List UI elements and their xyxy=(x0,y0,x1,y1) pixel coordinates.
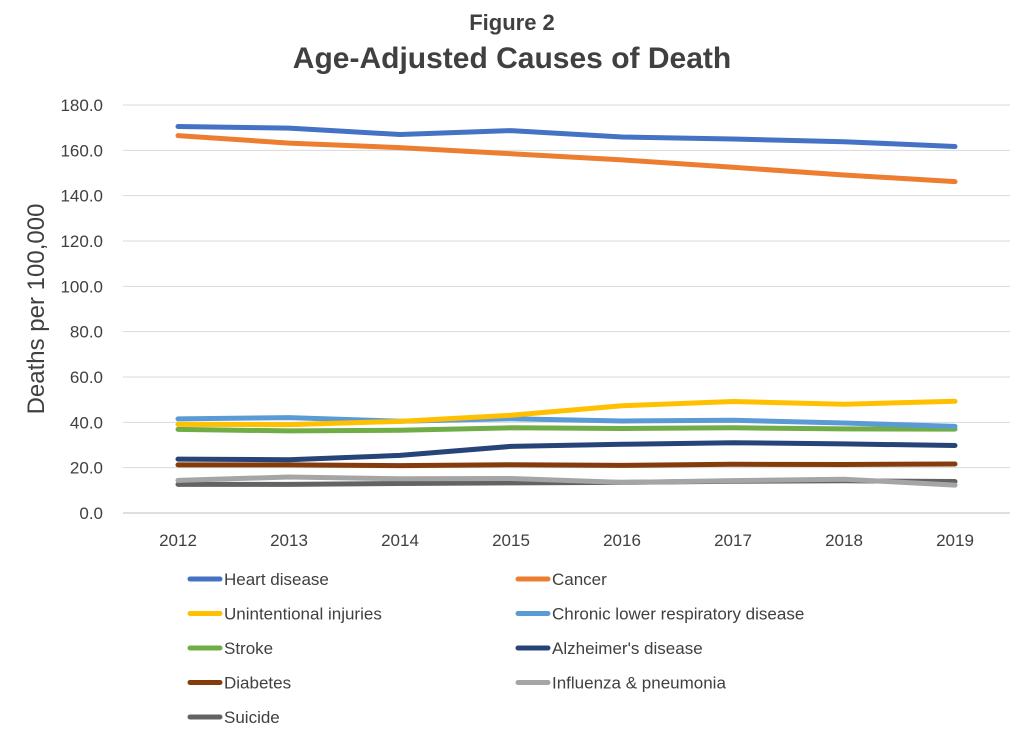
y-tick-label: 120.0 xyxy=(60,232,103,251)
series-line-influenza-pneumonia xyxy=(175,474,958,488)
legend: Heart disease Cancer Unintentional injurie… xyxy=(187,570,804,727)
x-tick-label: 2012 xyxy=(159,531,197,550)
legend-label-cancer: Cancer xyxy=(552,570,607,589)
legend-label-unintentional-injuries: Unintentional injuries xyxy=(224,605,382,624)
x-axis-ticks: 2012 2013 2014 2015 2016 2017 2018 2019 xyxy=(159,531,974,550)
x-tick-label: 2015 xyxy=(492,531,530,550)
legend-label-suicide: Suicide xyxy=(224,708,280,727)
y-tick-label: 20.0 xyxy=(70,459,103,478)
y-tick-label: 160.0 xyxy=(60,141,103,160)
y-tick-label: 0.0 xyxy=(79,504,103,523)
x-tick-label: 2014 xyxy=(381,531,419,550)
legend-label-diabetes: Diabetes xyxy=(224,674,291,693)
figure-label: Figure 2 xyxy=(469,10,555,35)
legend-label-influenza-pneumonia: Influenza & pneumonia xyxy=(552,674,726,693)
x-tick-label: 2017 xyxy=(714,531,752,550)
legend-label-heart-disease: Heart disease xyxy=(224,570,329,589)
series-line-diabetes xyxy=(175,461,958,469)
series-lines xyxy=(175,124,958,488)
series-line-cancer xyxy=(175,133,958,185)
y-tick-label: 40.0 xyxy=(70,413,103,432)
x-tick-label: 2013 xyxy=(270,531,308,550)
y-tick-label: 140.0 xyxy=(60,187,103,206)
chart-title: Age-Adjusted Causes of Death xyxy=(292,42,732,75)
y-axis-ticks: 0.0 20.0 40.0 60.0 80.0 100.0 120.0 140.0 160.0 1… xyxy=(60,96,103,523)
y-tick-label: 60.0 xyxy=(70,368,103,387)
y-tick-label: 80.0 xyxy=(70,323,103,342)
series-line-unintentional-injuries xyxy=(175,398,958,428)
y-tick-label: 100.0 xyxy=(60,277,103,296)
y-axis-label: Deaths per 100,000 xyxy=(23,204,50,415)
legend-label-stroke: Stroke xyxy=(224,639,273,658)
series-line-stroke xyxy=(175,425,958,434)
series-line-heart-disease xyxy=(175,124,958,149)
x-tick-label: 2016 xyxy=(603,531,641,550)
y-tick-label: 180.0 xyxy=(60,96,103,115)
legend-label-chronic-lower-respiratory-disease: Chronic lower respiratory disease xyxy=(552,605,804,624)
legend-label-alzheimer-s-disease: Alzheimer's disease xyxy=(552,639,703,658)
series-line-alzheimer-s-disease xyxy=(175,440,958,463)
series-line-chronic-lower-respiratory-disease xyxy=(175,415,958,429)
gridlines xyxy=(123,104,1010,514)
x-tick-label: 2019 xyxy=(936,531,974,550)
x-tick-label: 2018 xyxy=(825,531,863,550)
